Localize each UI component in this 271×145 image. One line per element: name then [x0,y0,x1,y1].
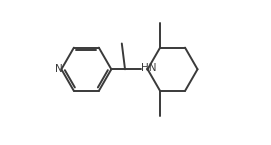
Text: N: N [55,64,62,74]
Text: HN: HN [141,64,157,74]
